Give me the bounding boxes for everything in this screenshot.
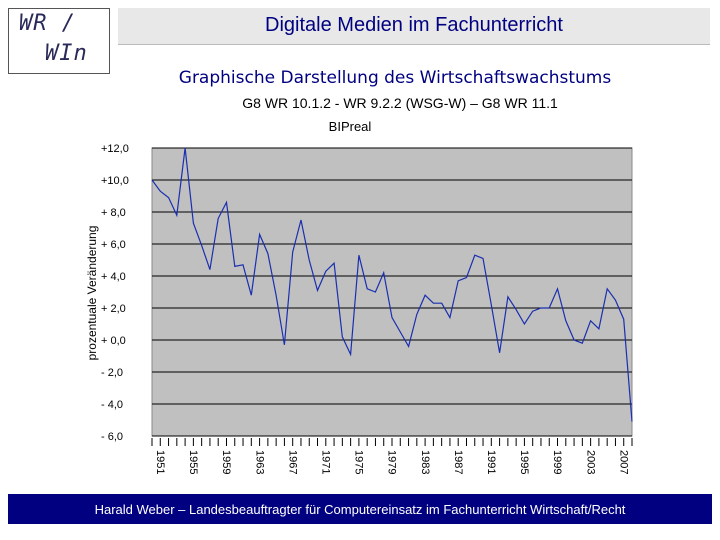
y-tick-label: - 6,0 <box>101 431 123 443</box>
x-tick-label: 2007 <box>617 450 629 474</box>
logo: WR / WIn <box>8 8 110 74</box>
logo-line-1: WR / <box>19 11 76 36</box>
x-tick-label: 1963 <box>253 450 265 474</box>
x-tick-label: 1967 <box>286 450 298 474</box>
x-tick-label: 1975 <box>353 450 365 474</box>
x-tick-label: 1979 <box>386 450 398 474</box>
series-line-bipreal <box>151 147 633 422</box>
header-title: Digitale Medien im Fachunterricht <box>265 14 563 36</box>
slide-subtitle: Graphische Darstellung des Wirtschaftswa… <box>178 68 612 88</box>
y-tick-label: - 2,0 <box>101 367 123 379</box>
y-tick-label: + 0,0 <box>101 335 126 347</box>
y-tick-label: + 4,0 <box>101 271 126 283</box>
y-tick-label: +10,0 <box>101 175 129 187</box>
y-tick-label: + 6,0 <box>101 239 126 251</box>
x-tick-label: 1971 <box>320 450 332 474</box>
y-axis-label: prozentuale Veränderung <box>85 226 99 361</box>
plot-area <box>151 147 633 437</box>
y-tick-label: + 2,0 <box>101 303 126 315</box>
curriculum-reference: G8 WR 10.1.2 - WR 9.2.2 (WSG-W) – G8 WR … <box>242 95 558 111</box>
y-tick-label: +12,0 <box>101 143 129 155</box>
x-tick-label: 1955 <box>187 450 199 474</box>
header-bar: Digitale Medien im Fachunterricht <box>118 8 710 45</box>
chart-title: BIPreal <box>329 119 372 134</box>
x-tick-label: 1987 <box>452 450 464 474</box>
footer-bar: Harald Weber – Landesbeauftragter für Co… <box>8 494 712 524</box>
x-tick-label: 1983 <box>419 450 431 474</box>
x-tick-label: 1991 <box>485 450 497 474</box>
logo-line-2: WIn <box>45 41 88 66</box>
footer-text: Harald Weber – Landesbeauftragter für Co… <box>94 502 626 517</box>
growth-line-chart: BIPreal prozentuale Veränderung +12,0 +10… <box>85 119 633 474</box>
x-tick-label: 1999 <box>551 450 563 474</box>
x-tick-label: 2003 <box>584 450 596 474</box>
y-tick-label: + 8,0 <box>101 207 126 219</box>
x-tick-label: 1951 <box>154 450 166 474</box>
x-tick-label: 1995 <box>518 450 530 474</box>
y-tick-label: - 4,0 <box>101 399 123 411</box>
x-tick-label: 1959 <box>220 450 232 474</box>
